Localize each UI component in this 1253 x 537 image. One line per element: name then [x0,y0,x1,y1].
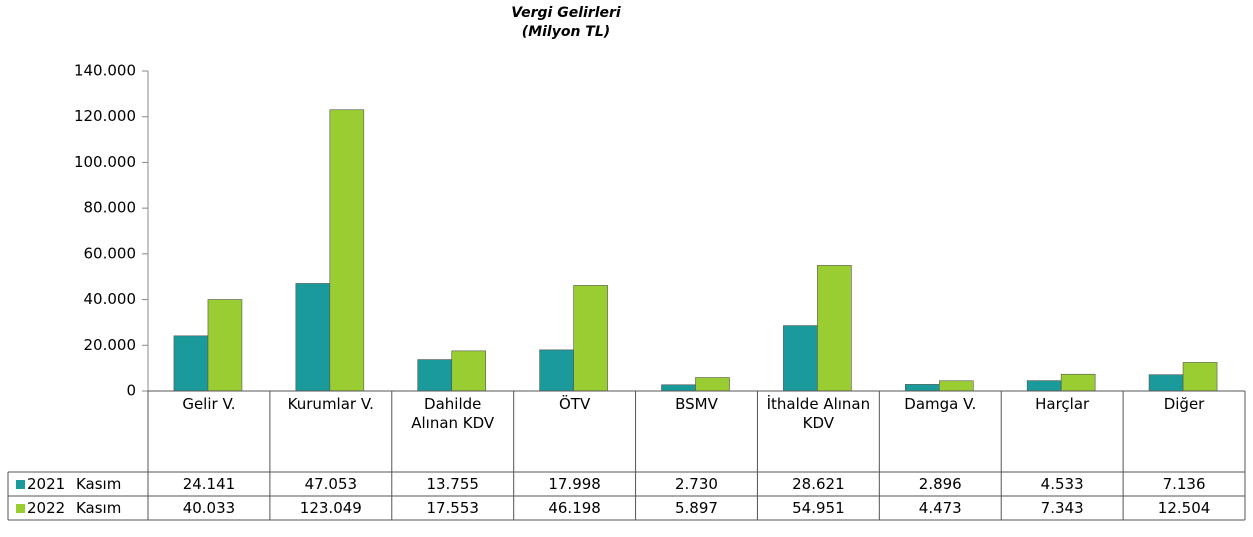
category-label: BSMV [675,395,718,413]
category-label: İthalde Alınan KDV [766,395,871,432]
category-label: Harçlar [1035,395,1090,413]
y-tick-label: 0 [126,382,136,400]
bar [207,299,243,392]
chart-title: Vergi Gelirleri [511,5,621,21]
y-tick-label: 60.000 [84,244,137,262]
category-label: Gelir V. [182,395,236,413]
bar [904,384,940,392]
value-cell: 17.553 [426,499,479,517]
y-tick-label: 120.000 [74,107,136,125]
bar [1148,374,1184,392]
value-cell: 2.896 [918,475,962,493]
bar [695,377,730,392]
bar [417,359,453,392]
value-cell: 17.998 [548,475,601,493]
y-tick-label: 40.000 [84,290,137,308]
value-cell: 13.755 [426,475,479,493]
value-cell: 5.897 [675,499,718,517]
bar [783,325,818,392]
value-cell: 7.136 [1162,475,1206,493]
category-label: Dahilde Alınan KDV [411,395,495,432]
bar [573,285,608,392]
legend-item: 2022 Kasım [8,496,148,520]
value-cell: 7.343 [1040,499,1084,517]
bar [539,349,574,392]
y-tick-label: 100.000 [74,153,136,171]
value-cell: 28.621 [792,475,845,493]
value-cell: 46.198 [548,499,601,517]
category-label: ÖTV [558,395,591,413]
bar [1026,380,1062,392]
bar [938,380,974,392]
legend-swatch [16,480,25,489]
value-cell: 47.053 [304,475,358,493]
y-tick-label: 20.000 [84,336,137,354]
category-label: Diğer [1163,395,1205,413]
bar [661,384,696,392]
y-tick-label: 140.000 [74,62,136,80]
value-cell: 2.730 [675,475,718,493]
value-cell: 123.049 [299,499,362,517]
value-cell: 24.141 [182,475,236,493]
bar [1182,362,1218,392]
chart-subtitle: (Milyon TL) [522,24,610,40]
bar [173,335,209,392]
bar [295,283,331,392]
category-label: Kurumlar V. [287,395,374,413]
legend-swatch [16,504,25,513]
value-cell: 4.473 [918,499,962,517]
legend-label: 2022 Kasım [27,499,122,517]
category-label: Damga V. [904,395,977,413]
value-cell: 12.504 [1157,499,1211,517]
y-tick-label: 80.000 [84,199,137,217]
bar [1060,373,1096,392]
value-cell: 40.033 [182,499,236,517]
bar [329,109,365,392]
bar [451,350,487,392]
bar [817,265,852,392]
value-cell: 4.533 [1040,475,1084,493]
legend-label: 2021 Kasım [27,475,122,493]
legend-item: 2021 Kasım [8,472,148,496]
value-cell: 54.951 [792,499,845,517]
